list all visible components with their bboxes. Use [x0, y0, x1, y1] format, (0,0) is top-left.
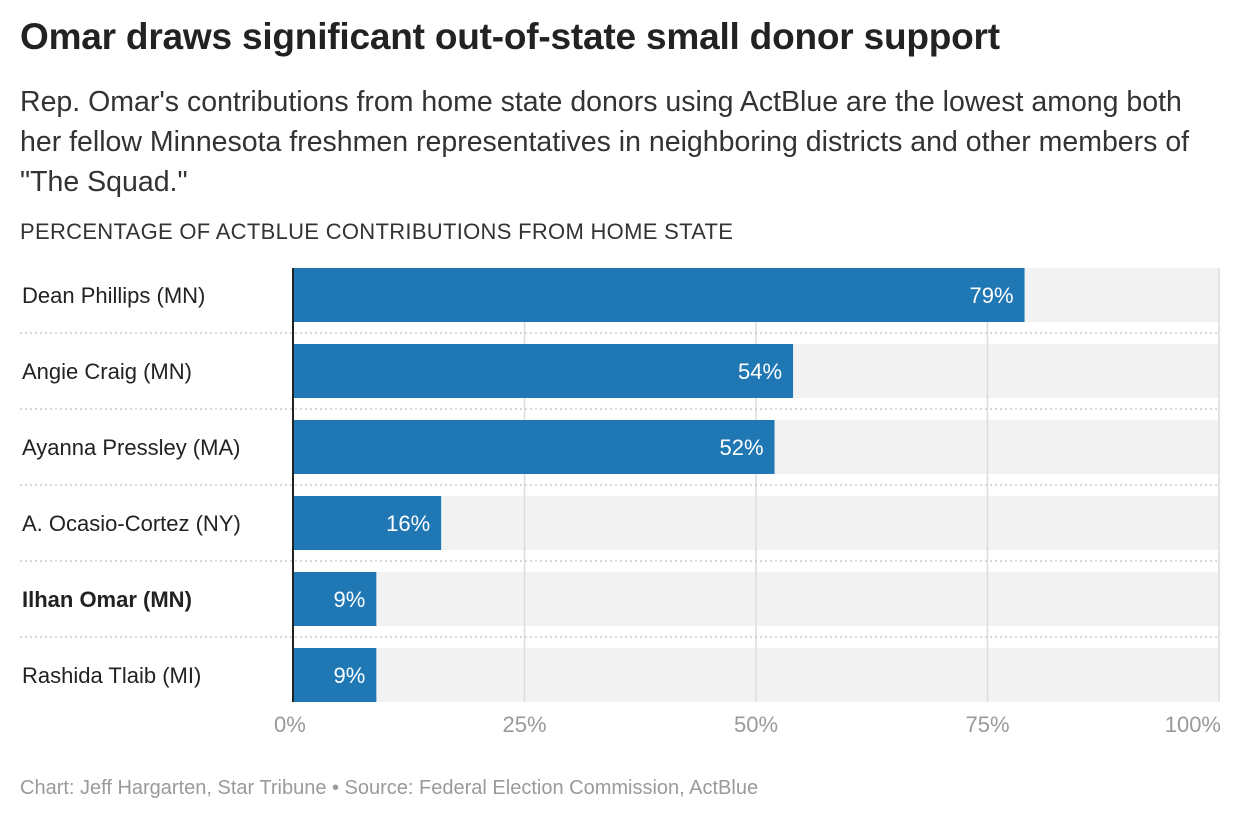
x-tick-label: 25%	[502, 712, 546, 737]
x-tick-label: 50%	[734, 712, 778, 737]
data-label: 79%	[969, 283, 1013, 308]
category-label: A. Ocasio-Cortez (NY)	[22, 511, 241, 536]
bar-chart: 79% Dean Phillips (MN) 54% Angie Craig (MN)…	[20, 268, 1221, 737]
data-label: 9%	[334, 663, 366, 688]
bar	[293, 648, 377, 702]
x-tick-label: 100%	[1165, 712, 1221, 737]
bar	[293, 496, 442, 550]
x-tick-label: 0%	[274, 712, 306, 737]
data-label: 54%	[738, 359, 782, 384]
bar	[293, 572, 377, 626]
category-label: Dean Phillips (MN)	[22, 283, 205, 308]
data-label: 16%	[386, 511, 430, 536]
chart-subtitle: Rep. Omar's contributions from home stat…	[20, 86, 1190, 198]
bar	[293, 420, 775, 474]
data-label: 9%	[334, 587, 366, 612]
chart-title: Omar draws significant out-of-state smal…	[20, 16, 1000, 57]
axis-label: PERCENTAGE OF ACTBLUE CONTRIBUTIONS FROM…	[20, 219, 734, 244]
category-label: Ilhan Omar (MN)	[22, 587, 192, 612]
category-label: Ayanna Pressley (MA)	[22, 435, 240, 460]
data-label: 52%	[719, 435, 763, 460]
bar	[293, 268, 1025, 322]
bar	[293, 344, 794, 398]
chart-credit: Chart: Jeff Hargarten, Star Tribune • So…	[20, 777, 759, 799]
category-label: Rashida Tlaib (MI)	[22, 663, 201, 688]
x-tick-label: 75%	[965, 712, 1009, 737]
category-label: Angie Craig (MN)	[22, 359, 192, 384]
